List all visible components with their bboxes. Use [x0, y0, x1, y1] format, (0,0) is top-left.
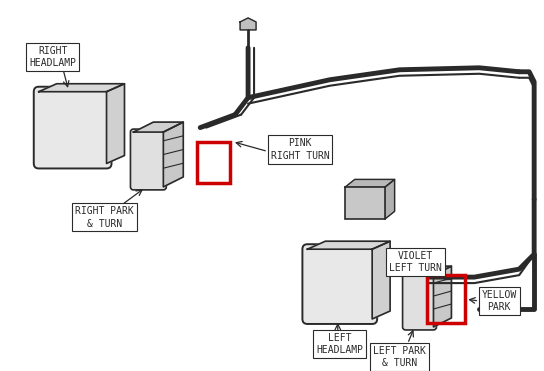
FancyBboxPatch shape: [34, 87, 112, 168]
Polygon shape: [372, 241, 390, 319]
Polygon shape: [39, 84, 125, 92]
Text: RIGHT
HEADLAMP: RIGHT HEADLAMP: [29, 46, 76, 68]
Polygon shape: [406, 266, 452, 275]
Polygon shape: [133, 122, 183, 132]
Text: PINK
RIGHT TURN: PINK RIGHT TURN: [270, 138, 329, 161]
Polygon shape: [240, 18, 256, 30]
FancyBboxPatch shape: [131, 129, 166, 190]
Text: RIGHT PARK
& TURN: RIGHT PARK & TURN: [75, 206, 134, 229]
FancyBboxPatch shape: [345, 187, 385, 219]
Polygon shape: [307, 241, 390, 249]
Text: LEFT PARK
& TURN: LEFT PARK & TURN: [373, 346, 426, 368]
FancyBboxPatch shape: [403, 272, 436, 330]
Bar: [197, 142, 230, 183]
Bar: [428, 275, 465, 323]
Text: VIOLET
LEFT TURN: VIOLET LEFT TURN: [389, 251, 442, 273]
Polygon shape: [163, 122, 183, 187]
Text: YELLOW
PARK: YELLOW PARK: [481, 290, 517, 312]
Polygon shape: [107, 84, 125, 164]
Polygon shape: [345, 180, 394, 187]
Text: LEFT
HEADLAMP: LEFT HEADLAMP: [316, 333, 363, 355]
FancyBboxPatch shape: [302, 244, 377, 324]
Polygon shape: [434, 266, 452, 327]
Polygon shape: [385, 180, 394, 219]
